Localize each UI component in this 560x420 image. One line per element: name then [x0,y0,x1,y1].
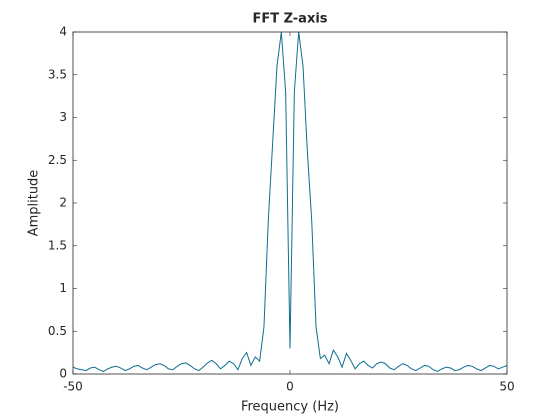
line [73,32,507,372]
y-tick-label: 2 [59,196,67,210]
y-tick-label: 2.5 [48,153,67,167]
x-axis-label: Frequency (Hz) [241,400,339,415]
chart-title: FFT Z-axis [252,12,327,27]
x-tick-label: -50 [63,380,83,394]
y-tick-label: 0.5 [48,324,67,338]
x-tick-label: 0 [286,380,294,394]
y-tick-label: 1.5 [48,238,67,252]
y-tick-label: 1 [59,281,67,295]
x-tick-label: 50 [499,380,514,394]
y-tick-label: 3.5 [48,67,67,81]
y-tick-label: 4 [59,25,67,39]
y-tick-label: 0 [59,367,67,381]
axes-box [72,31,508,375]
y-axis-label: Amplitude [27,170,42,237]
y-tick-label: 3 [59,110,67,124]
